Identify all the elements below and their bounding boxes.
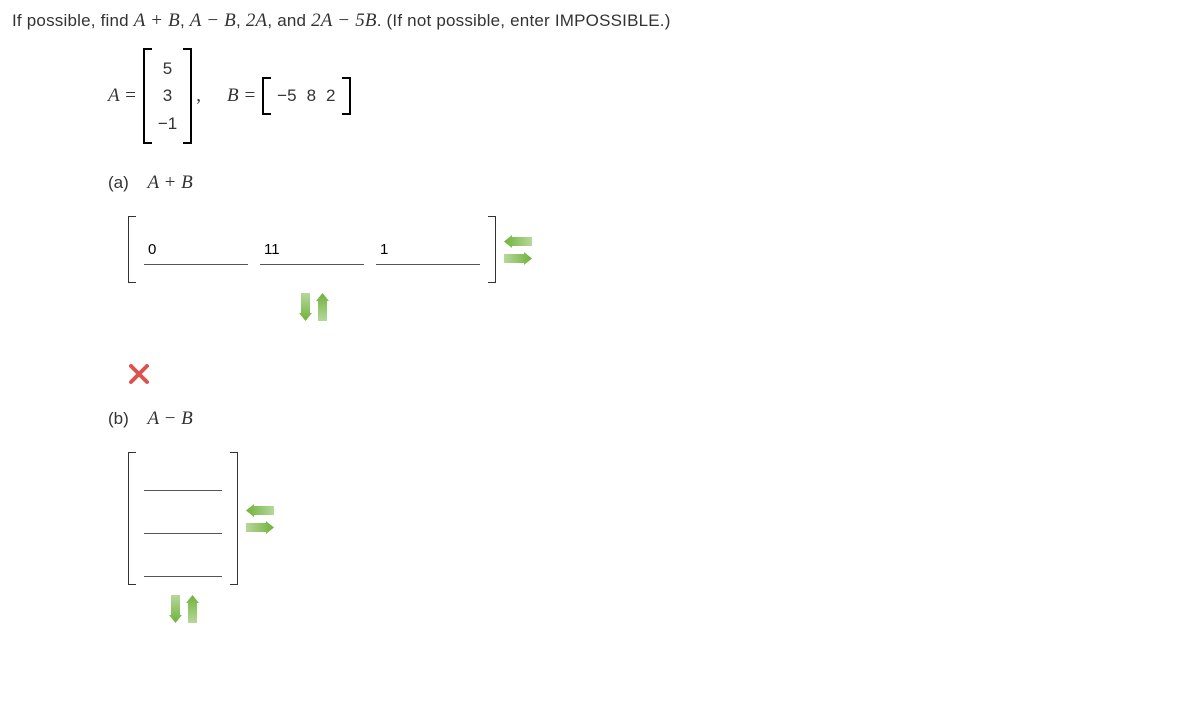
bracket-left xyxy=(128,452,136,585)
bracket-left xyxy=(262,77,271,115)
prompt-before: If possible, find xyxy=(12,11,134,30)
matrix-definitions: A = 5 3 −1 , B = −5 8 2 xyxy=(108,46,1188,146)
A-row-2: −1 xyxy=(158,110,177,137)
label-B: B = xyxy=(227,85,256,107)
answer-b-cell-2[interactable] xyxy=(144,546,222,577)
prompt-sep1: , xyxy=(180,11,190,30)
A-row-0: 5 xyxy=(163,55,172,82)
add-col-arrow-icon[interactable] xyxy=(504,252,532,265)
remove-col-arrow-icon[interactable] xyxy=(246,504,274,517)
prompt-after: . (If not possible, enter IMPOSSIBLE.) xyxy=(377,11,671,30)
remove-row-arrow-icon[interactable] xyxy=(316,293,329,321)
B-col-0: −5 xyxy=(277,82,296,109)
A-row-1: 3 xyxy=(163,82,172,109)
bracket-right xyxy=(230,452,238,585)
bracket-right xyxy=(488,216,496,283)
answer-b-block xyxy=(128,452,1188,623)
prompt-expr3: 2A xyxy=(246,10,268,31)
add-col-arrow-icon[interactable] xyxy=(246,521,274,534)
part-a-label: (a) A + B xyxy=(108,172,1188,194)
matrix-B-body: −5 8 2 xyxy=(271,75,341,117)
add-row-arrow-icon[interactable] xyxy=(299,293,312,321)
prompt-expr4: 2A − 5B xyxy=(311,10,377,31)
answer-a-cell-0[interactable] xyxy=(144,234,248,265)
answer-a-cell-1[interactable] xyxy=(260,234,364,265)
row-arrows xyxy=(128,293,500,321)
col-arrows xyxy=(246,504,274,534)
prompt-sep3: , and xyxy=(267,11,311,30)
part-b-label: (b) A − B xyxy=(108,408,1188,430)
row-arrows xyxy=(128,595,240,623)
comma: , xyxy=(196,85,201,107)
answer-a-block xyxy=(128,216,1188,321)
prompt-expr2: A − B xyxy=(190,10,236,31)
answer-b-cell-0[interactable] xyxy=(144,460,222,491)
answer-a-cell-2[interactable] xyxy=(376,234,480,265)
bracket-right xyxy=(183,48,192,144)
B-col-1: 8 xyxy=(307,82,316,109)
part-b-tag: (b) xyxy=(108,409,129,428)
bracket-right xyxy=(342,77,351,115)
answer-b-col xyxy=(136,452,230,585)
prompt-sep2: , xyxy=(236,11,246,30)
bracket-left xyxy=(143,48,152,144)
label-A: A = xyxy=(108,85,137,107)
incorrect-icon xyxy=(128,363,1188,390)
remove-row-arrow-icon[interactable] xyxy=(186,595,199,623)
remove-col-arrow-icon[interactable] xyxy=(504,235,532,248)
part-a-tag: (a) xyxy=(108,173,129,192)
B-col-2: 2 xyxy=(326,82,335,109)
question-prompt: If possible, find A + B, A − B, 2A, and … xyxy=(12,10,1188,32)
part-b-expr: A − B xyxy=(148,408,193,429)
col-arrows xyxy=(504,235,532,265)
matrix-A-body: 5 3 −1 xyxy=(152,46,183,146)
bracket-left xyxy=(128,216,136,283)
prompt-expr1: A + B xyxy=(134,10,180,31)
add-row-arrow-icon[interactable] xyxy=(169,595,182,623)
answer-b-cell-1[interactable] xyxy=(144,503,222,534)
part-a-expr: A + B xyxy=(148,172,193,193)
answer-a-row xyxy=(136,216,488,283)
